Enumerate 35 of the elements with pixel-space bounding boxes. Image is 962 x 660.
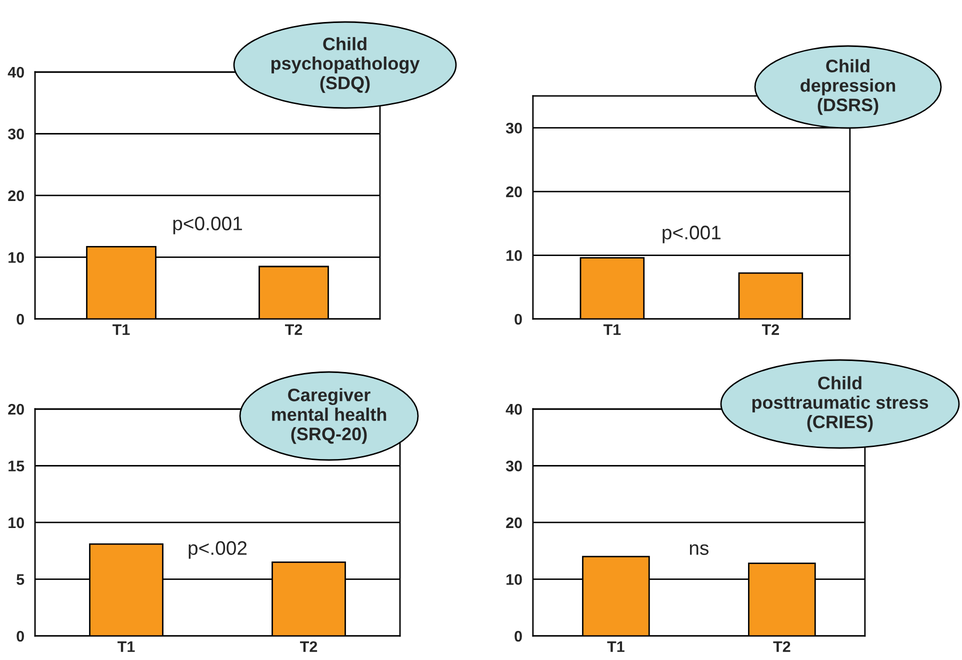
y-tick-label: 20 (506, 517, 522, 528)
x-tick-label: T1 (112, 324, 130, 335)
y-tick-label: 40 (506, 404, 522, 415)
x-tick-label: T1 (118, 641, 135, 652)
chart-title: Caregiver mental health (SRQ-20) (272, 388, 386, 444)
annotation: ns (690, 544, 709, 555)
y-tick-label: 20 (8, 190, 24, 202)
y-tick-label: 0 (514, 630, 522, 642)
annotation: p<.001 (662, 226, 720, 244)
y-tick-label: 5 (16, 574, 24, 585)
y-tick-label: 30 (506, 460, 522, 472)
x-tick-label: T2 (285, 324, 302, 335)
y-tick-label: 20 (506, 186, 522, 198)
chart-title: Child depression (DSRS) (800, 59, 896, 115)
y-tick-label: 0 (16, 630, 24, 642)
x-tick-label: T2 (300, 641, 318, 652)
y-tick-label: 40 (8, 66, 24, 78)
x-tick-label: T2 (773, 641, 790, 652)
x-tick-label: T2 (762, 324, 779, 335)
y-tick-label: 30 (8, 128, 24, 140)
chart-title: Child psychopathology (SDQ) (271, 37, 420, 93)
y-tick-label: 20 (8, 404, 24, 415)
y-tick-label: 10 (506, 250, 522, 261)
y-tick-label: 0 (16, 314, 24, 325)
y-tick-label: 15 (8, 460, 24, 472)
y-tick-label: 30 (506, 122, 522, 134)
y-tick-label: 0 (514, 314, 522, 325)
x-tick-label: T1 (603, 324, 621, 335)
annotation: p<0.001 (173, 216, 242, 234)
x-tick-label: T1 (607, 641, 624, 652)
y-tick-label: 10 (506, 574, 522, 585)
chart-title: Child posttraumatic stress (CRIES) (752, 376, 928, 432)
y-tick-label: 10 (8, 517, 24, 528)
y-tick-label: 10 (8, 252, 24, 263)
annotation: p<.002 (188, 541, 247, 559)
